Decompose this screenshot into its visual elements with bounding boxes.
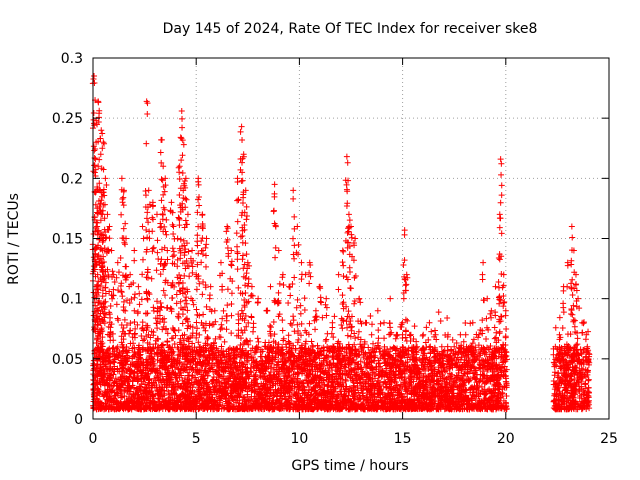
data-point-background bbox=[330, 334, 337, 341]
data-point-background bbox=[344, 332, 351, 339]
data-point-background bbox=[370, 340, 377, 347]
data-points bbox=[89, 73, 593, 413]
data-point-background bbox=[308, 338, 315, 345]
data-point-background bbox=[460, 338, 467, 345]
data-point-background bbox=[435, 309, 442, 316]
data-point-background bbox=[462, 331, 469, 338]
data-point-background bbox=[267, 324, 274, 331]
data-point-background bbox=[449, 336, 456, 343]
data-point-background bbox=[369, 321, 376, 328]
data-point-background bbox=[377, 320, 384, 327]
data-point-background bbox=[483, 315, 490, 322]
data-point-background bbox=[437, 317, 444, 324]
data-point-background bbox=[287, 320, 294, 327]
data-point-background bbox=[312, 326, 319, 333]
data-point-background bbox=[217, 326, 224, 333]
data-point-background bbox=[491, 335, 498, 342]
data-point-background bbox=[411, 323, 418, 330]
data-point-background bbox=[339, 317, 346, 324]
data-point-background bbox=[202, 327, 209, 334]
data-point-background bbox=[367, 313, 374, 320]
chart-title: Day 145 of 2024, Rate Of TEC Index for r… bbox=[163, 21, 538, 37]
data-point-background bbox=[444, 315, 451, 322]
data-point-background bbox=[431, 327, 438, 334]
data-point-background bbox=[444, 347, 451, 354]
data-point-background bbox=[238, 307, 245, 314]
data-point-background bbox=[205, 335, 212, 342]
data-point-background bbox=[189, 373, 196, 380]
data-point-background bbox=[413, 338, 420, 345]
data-point-background bbox=[319, 314, 326, 321]
data-point-background bbox=[298, 332, 305, 339]
data-point-background bbox=[221, 338, 228, 345]
data-point-background bbox=[423, 324, 430, 331]
data-point-background bbox=[331, 313, 338, 320]
data-point-background bbox=[110, 371, 117, 378]
data-point-background bbox=[428, 328, 435, 335]
data-point-background bbox=[165, 388, 172, 395]
